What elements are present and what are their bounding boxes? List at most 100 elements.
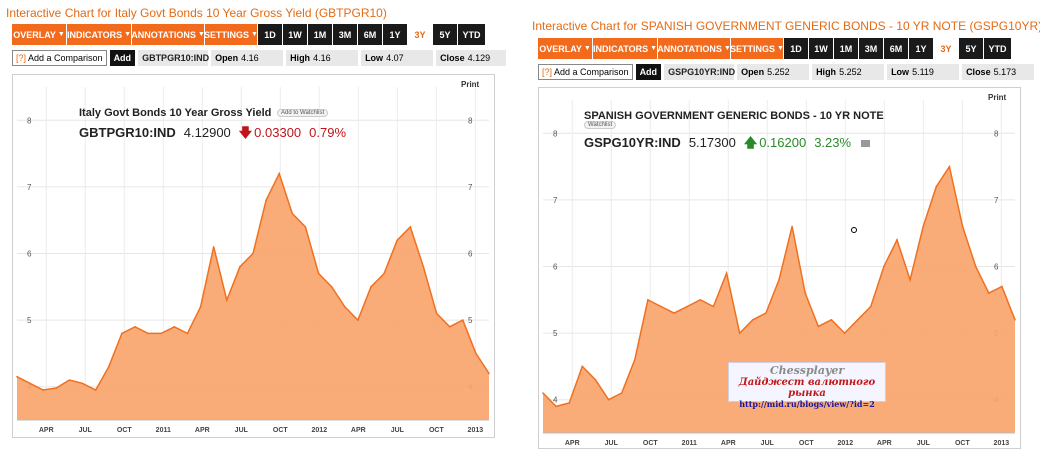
data-point (1001, 285, 1003, 288)
range-1y[interactable]: 1Y (383, 24, 407, 45)
data-point (896, 239, 898, 241)
data-point (68, 379, 71, 381)
x-tick-label: OCT (799, 440, 815, 447)
y-tick-label-left: 8 (27, 116, 32, 125)
add-to-watchlist-button[interactable]: Watchlist (584, 121, 617, 129)
data-point (304, 226, 307, 228)
range-1d[interactable]: 1D (258, 24, 282, 45)
y-tick-label-right: 5 (468, 316, 473, 325)
range-1w[interactable]: 1W (809, 38, 833, 59)
range-3m[interactable]: 3M (333, 24, 357, 45)
ticker-cell: GSPG10YR:IND (664, 64, 735, 80)
print-link[interactable]: Print (988, 93, 1007, 102)
data-point (778, 279, 780, 281)
overlay-menu[interactable]: OVERLAY ▼ (12, 24, 66, 45)
range-5y[interactable]: 5Y (959, 38, 983, 59)
arrow-up-icon: 🡅 (743, 135, 758, 150)
overlay-menu[interactable]: OVERLAY ▼ (538, 38, 592, 59)
low-cell: Low 5.119 (887, 64, 960, 80)
ticker-cell: GBTPGR10:IND (138, 50, 209, 66)
range-ytd[interactable]: YTD (458, 24, 485, 45)
data-point (607, 398, 610, 401)
y-tick-label-right: 6 (994, 263, 999, 272)
data-point (555, 405, 557, 408)
data-point (712, 305, 715, 308)
data-point (173, 325, 176, 328)
data-point (225, 299, 228, 301)
range-3m[interactable]: 3M (859, 38, 883, 59)
range-6m[interactable]: 6M (358, 24, 382, 45)
low-cell: Low 4.07 (361, 50, 434, 66)
indicators-menu[interactable]: INDICATORS ▼ (67, 24, 131, 45)
print-link[interactable]: Print (461, 80, 480, 89)
add-comparison-field[interactable]: [?] Add a Comparison (538, 64, 633, 80)
y-tick-label-left: 4 (553, 396, 558, 405)
y-tick-label-right: 6 (468, 250, 473, 259)
range-3y[interactable]: 3Y (934, 38, 958, 59)
chart-frame: 4455667788APRJULOCT2011APRJULOCT2012APRJ… (12, 74, 495, 438)
y-tick-label-left: 6 (553, 263, 558, 272)
range-5y[interactable]: 5Y (433, 24, 457, 45)
range-3y[interactable]: 3Y (408, 24, 432, 45)
chart-options-icon[interactable] (861, 140, 871, 147)
data-point (199, 305, 202, 308)
data-point (16, 375, 18, 378)
chart-toolbar: OVERLAY ▼ INDICATORS ▼ ANNOTATIONS ▼ SETTIN… (12, 24, 485, 45)
settings-menu[interactable]: SETTINGS ▼ (204, 24, 258, 45)
caret-down-icon: ▼ (583, 45, 591, 52)
annotations-menu[interactable]: ANNOTATIONS ▼ (131, 24, 205, 45)
data-point (278, 172, 281, 175)
add-to-watchlist-button[interactable]: Add to Watchlist (277, 109, 329, 117)
data-point (29, 382, 31, 385)
data-point (396, 239, 399, 241)
data-point (1014, 318, 1016, 321)
add-comparison-field[interactable]: [?] Add a Comparison (12, 50, 107, 66)
close-cell: Close 4.129 (436, 50, 507, 66)
x-tick-label: JUL (79, 427, 93, 434)
data-point (370, 286, 372, 288)
y-tick-label-right: 8 (994, 129, 999, 138)
data-point (974, 265, 977, 268)
data-point (686, 305, 689, 308)
x-tick-label: APR (351, 427, 366, 434)
annotations-menu[interactable]: ANNOTATIONS ▼ (657, 38, 731, 59)
add-button[interactable]: Add (109, 50, 136, 66)
range-6m[interactable]: 6M (884, 38, 908, 59)
yield-chart: 4455667788APRJULOCT2011APRJULOCT2012APRJ… (16, 87, 490, 434)
data-point (134, 325, 136, 328)
data-point (751, 318, 754, 321)
range-1m[interactable]: 1M (834, 38, 858, 59)
panel-title: Interactive Chart for Italy Govt Bonds 1… (6, 6, 387, 20)
help-icon: [?] (16, 53, 27, 63)
x-tick-label: OCT (955, 440, 971, 447)
caret-down-icon: ▼ (650, 45, 658, 52)
data-point (488, 372, 490, 375)
settings-menu[interactable]: SETTINGS ▼ (730, 38, 784, 59)
data-point (252, 252, 254, 255)
data-point (121, 332, 123, 335)
quote-bar: [?] Add a Comparison Add GBTPGR10:IND Ope… (12, 50, 507, 66)
caret-down-icon: ▼ (777, 45, 784, 52)
range-1w[interactable]: 1W (283, 24, 307, 45)
x-tick-label: JUL (917, 440, 931, 447)
data-point (765, 312, 767, 314)
range-1y[interactable]: 1Y (909, 38, 933, 59)
watermark-banner: Chessplayer Дайджест валютного рынка htt… (728, 362, 886, 409)
y-tick-label-right: 7 (994, 196, 999, 205)
range-1m[interactable]: 1M (308, 24, 332, 45)
add-button[interactable]: Add (635, 64, 662, 80)
x-tick-label: JUL (235, 427, 249, 434)
data-point (55, 387, 58, 389)
range-ytd[interactable]: YTD (984, 38, 1011, 59)
x-tick-label: OCT (273, 427, 289, 434)
y-tick-label-left: 6 (27, 250, 32, 259)
range-1d[interactable]: 1D (784, 38, 808, 59)
indicators-menu[interactable]: INDICATORS ▼ (593, 38, 657, 59)
y-tick-label-left: 5 (27, 316, 32, 325)
x-tick-label: OCT (643, 440, 659, 447)
help-icon: [?] (542, 67, 553, 77)
x-tick-label: OCT (117, 427, 133, 434)
data-point (817, 325, 820, 328)
data-point (291, 212, 294, 215)
data-point (660, 305, 662, 308)
